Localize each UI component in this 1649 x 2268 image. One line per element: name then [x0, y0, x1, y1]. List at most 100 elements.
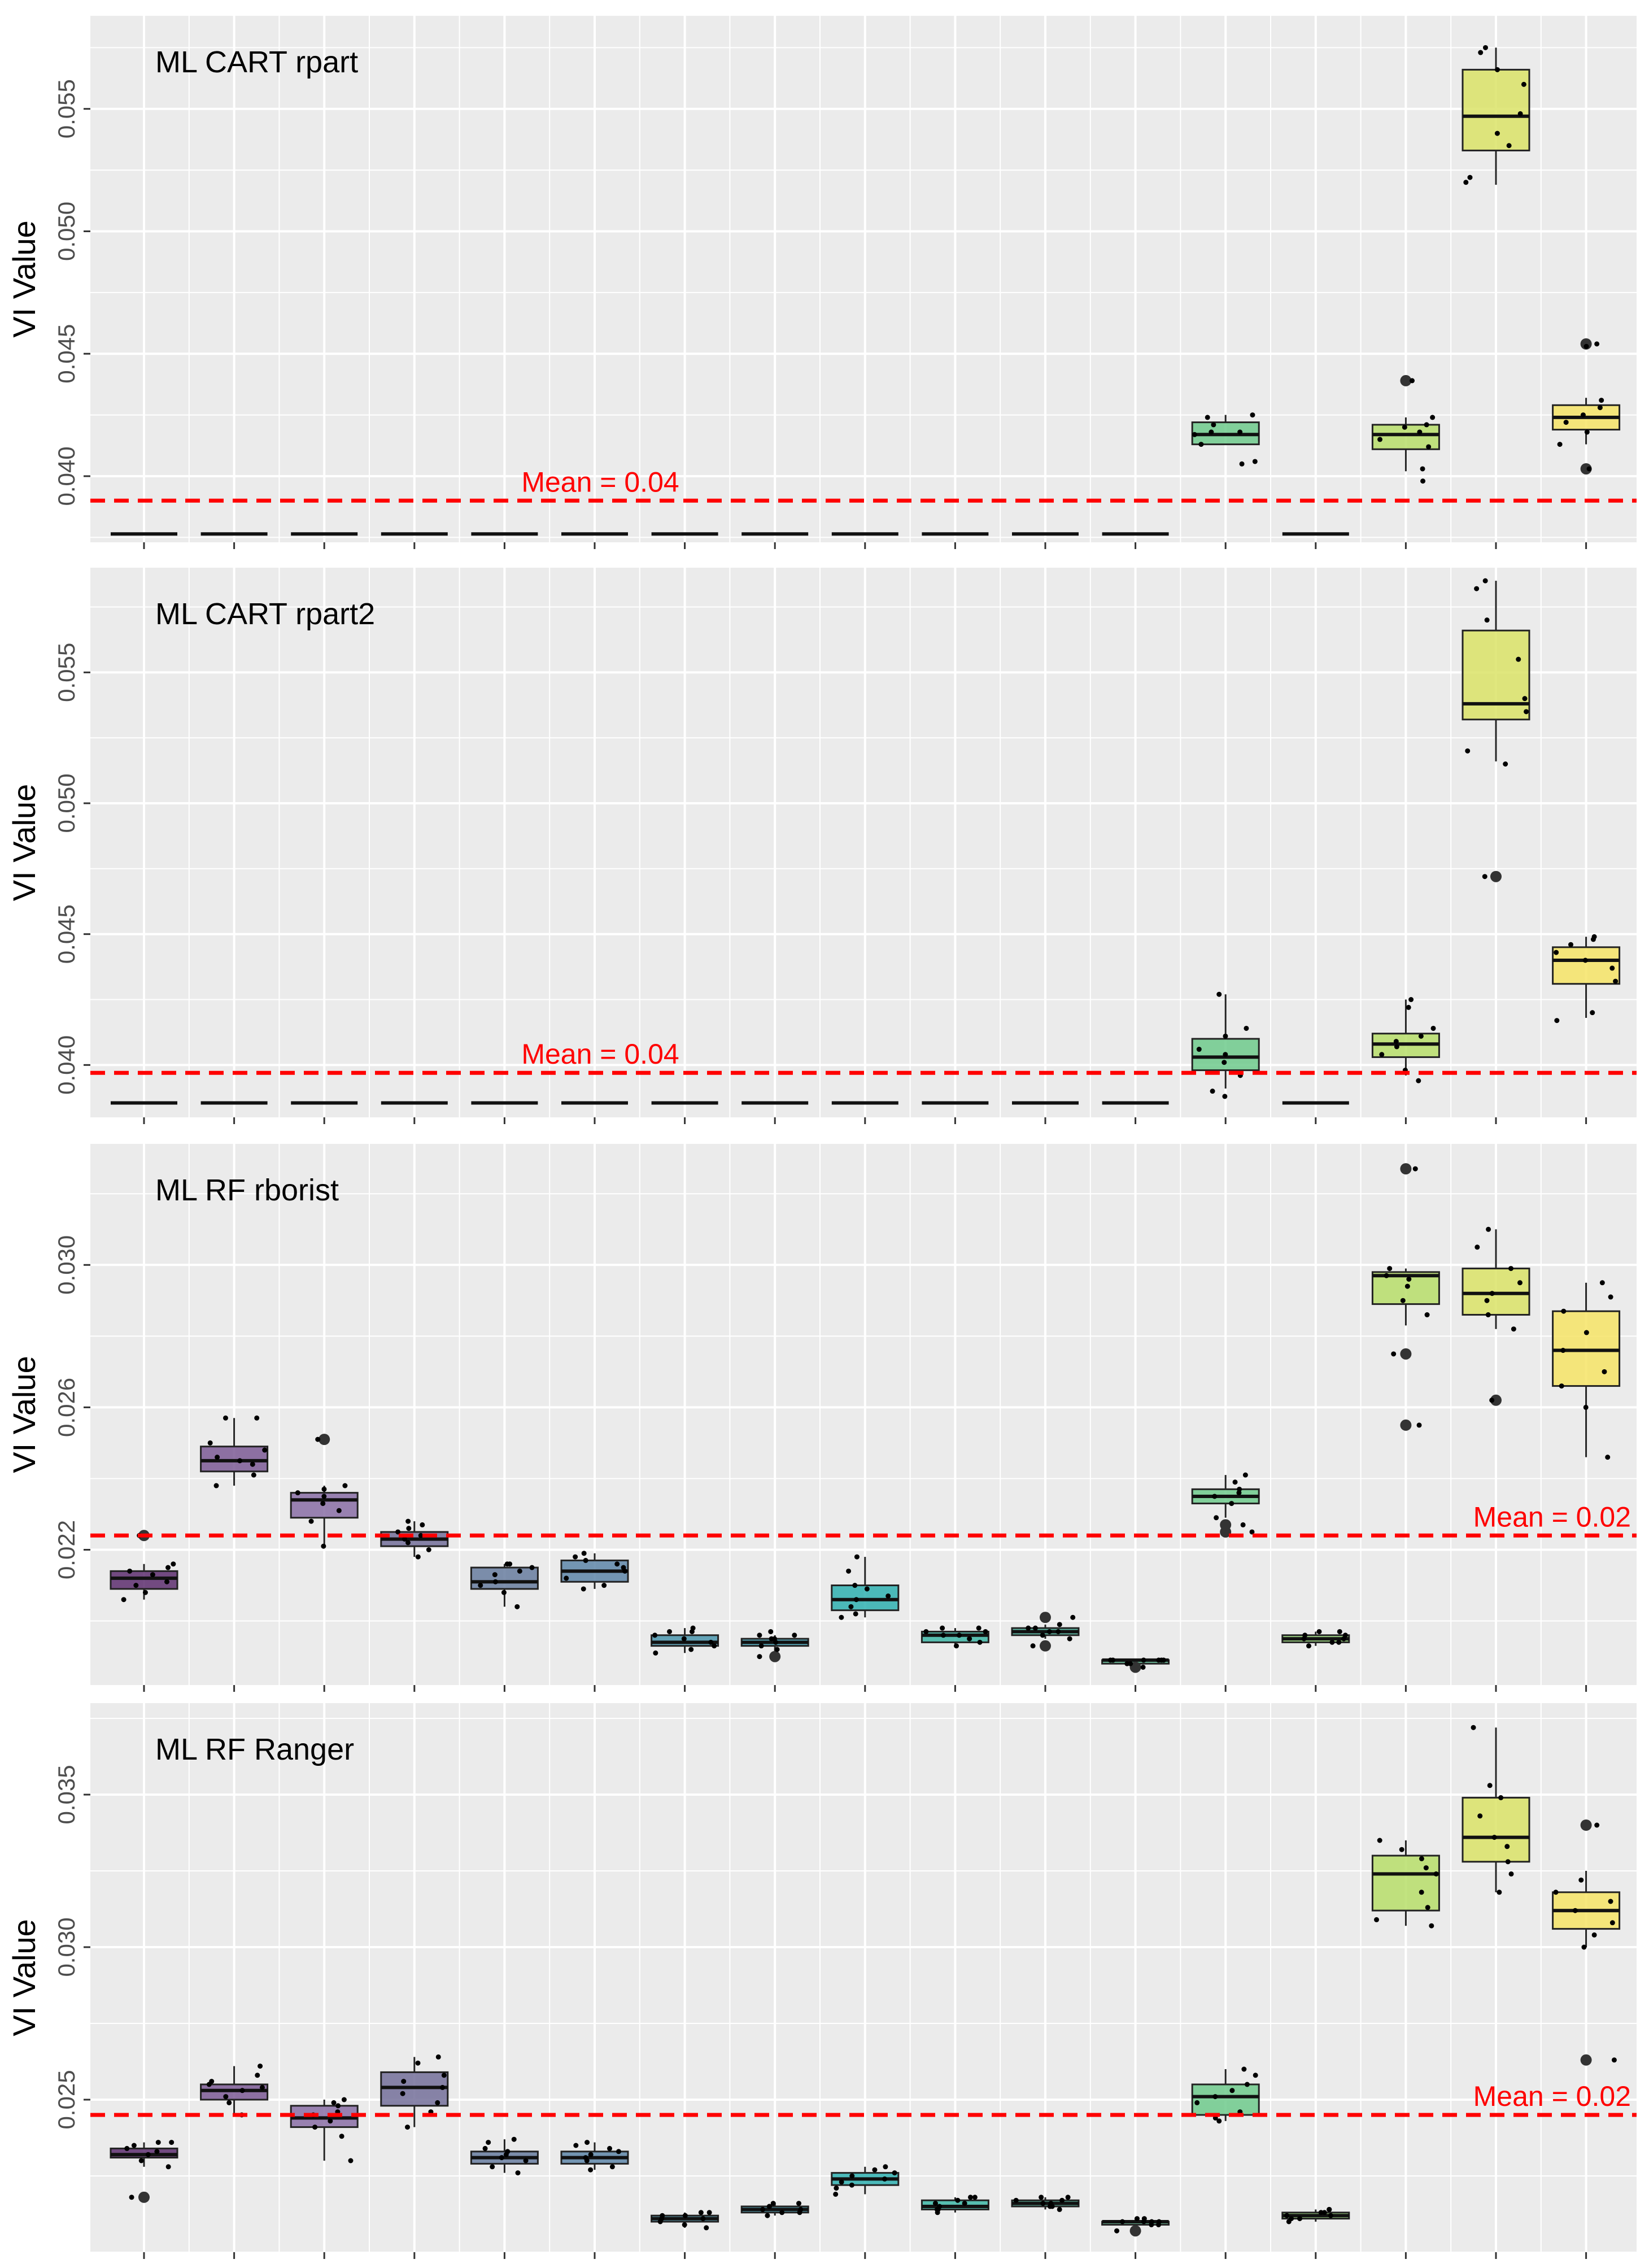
jitter-point [983, 1629, 988, 1634]
box-7 [651, 2210, 719, 2231]
jitter-point [616, 2149, 621, 2154]
jitter-point [435, 2054, 441, 2060]
jitter-point [1559, 1383, 1564, 1389]
jitter-point [1583, 343, 1589, 349]
jitter-point [251, 1472, 256, 1478]
jitter-point [1408, 997, 1414, 1002]
jitter-point [1426, 444, 1432, 450]
jitter-point [681, 1636, 687, 1642]
jitter-point [1328, 2213, 1333, 2218]
box-8 [740, 2201, 809, 2218]
jitter-point [1216, 2118, 1222, 2124]
panel-title: ML CART rpart [155, 45, 358, 79]
panel-1: 0.040 0.045 0.050 0.055 VI Value ML CART rpar… [6, 16, 1637, 549]
jitter-point [652, 1633, 658, 1638]
box-10 [921, 2195, 989, 2215]
jitter-point [708, 1639, 714, 1645]
jitter-point [1412, 1166, 1418, 1172]
jitter-point [1065, 2195, 1071, 2200]
jitter-point [1474, 586, 1480, 591]
jitter-point [1194, 2100, 1200, 2105]
jitter-point [770, 2201, 776, 2206]
panel-title: ML RF rborist [155, 1173, 339, 1207]
jitter-point [395, 1529, 401, 1535]
jitter-point [1237, 1486, 1242, 1492]
jitter-point [331, 2100, 337, 2105]
jitter-point [667, 1629, 673, 1634]
jitter-point [972, 2195, 978, 2200]
jitter-point [1416, 1078, 1421, 1083]
mean-label: Mean = 0.04 [521, 1038, 679, 1070]
box-2 [200, 1415, 269, 1488]
jitter-point [1391, 1351, 1397, 1357]
jitter-point [1250, 412, 1255, 418]
box-13 [1191, 412, 1260, 467]
jitter-point [133, 1583, 139, 1588]
jitter-point [336, 1508, 342, 1513]
box-body [1462, 1796, 1530, 1863]
jitter-point [892, 2170, 897, 2176]
jitter-point [127, 1568, 133, 1574]
jitter-point [1342, 1633, 1348, 1638]
panel-title: ML CART rpart2 [155, 597, 375, 631]
jitter-point [1578, 1877, 1584, 1883]
box-13 [1191, 2066, 1260, 2124]
jitter-point [1057, 2206, 1062, 2212]
jitter-point [226, 2100, 232, 2105]
y-tick-label: 0.045 [53, 324, 80, 384]
jitter-point [690, 1625, 696, 1631]
jitter-point [514, 1604, 520, 1609]
jitter-point [1497, 1890, 1502, 1895]
box-13 [1191, 991, 1260, 1099]
jitter-point [1209, 429, 1214, 435]
jitter-point [688, 1647, 694, 1652]
jitter-point [1232, 1479, 1238, 1485]
jitter-point [1399, 1847, 1404, 1852]
jitter-point [142, 1590, 148, 1595]
jitter-point [1524, 709, 1529, 715]
jitter-point [1591, 934, 1597, 939]
y-tick-label: 0.055 [53, 643, 80, 702]
box-body [200, 1446, 269, 1473]
jitter-point [1400, 1298, 1406, 1303]
box-16 [1462, 1725, 1530, 1895]
jitter-point [154, 2149, 160, 2154]
jitter-point [760, 2206, 766, 2212]
jitter-point [682, 2213, 688, 2218]
jitter-point [1242, 1472, 1248, 1478]
jitter-point [1284, 2213, 1290, 2218]
jitter-point [426, 1547, 431, 1552]
jitter-point [1419, 1890, 1424, 1895]
jitter-point [932, 2201, 938, 2206]
jitter-point [262, 1447, 268, 1453]
y-tick-label: 0.035 [53, 1765, 80, 1824]
jitter-point [1594, 341, 1600, 347]
gridlines [90, 568, 1637, 1117]
jitter-point [583, 1557, 588, 1563]
jitter-point [482, 2145, 488, 2151]
jitter-point [798, 2206, 804, 2212]
jitter-point [706, 2210, 712, 2215]
jitter-point [1402, 424, 1407, 430]
jitter-point [523, 2158, 529, 2163]
y-tick-label: 0.040 [53, 446, 80, 506]
jitter-point [1599, 398, 1604, 403]
jitter-point [1477, 1813, 1483, 1819]
mean-label: Mean = 0.02 [1473, 2080, 1631, 2112]
jitter-point [955, 2197, 961, 2203]
box-16 [1462, 1226, 1530, 1406]
jitter-point [490, 2164, 495, 2170]
outlier-point [319, 1434, 330, 1446]
box-11 [1011, 2195, 1080, 2212]
jitter-point [1420, 478, 1426, 484]
outlier-point [1220, 1519, 1232, 1531]
outlier-point [1400, 1419, 1412, 1431]
outlier-point [769, 1651, 781, 1662]
jitter-point [1211, 422, 1216, 428]
panel-2: 0.040 0.045 0.050 0.055 VI Value ML CART rpar… [6, 568, 1637, 1124]
jitter-point [1503, 761, 1508, 767]
jitter-point [1423, 1865, 1429, 1871]
jitter-point [308, 1518, 314, 1524]
box-16 [1462, 578, 1530, 882]
box-2 [200, 2064, 269, 2118]
